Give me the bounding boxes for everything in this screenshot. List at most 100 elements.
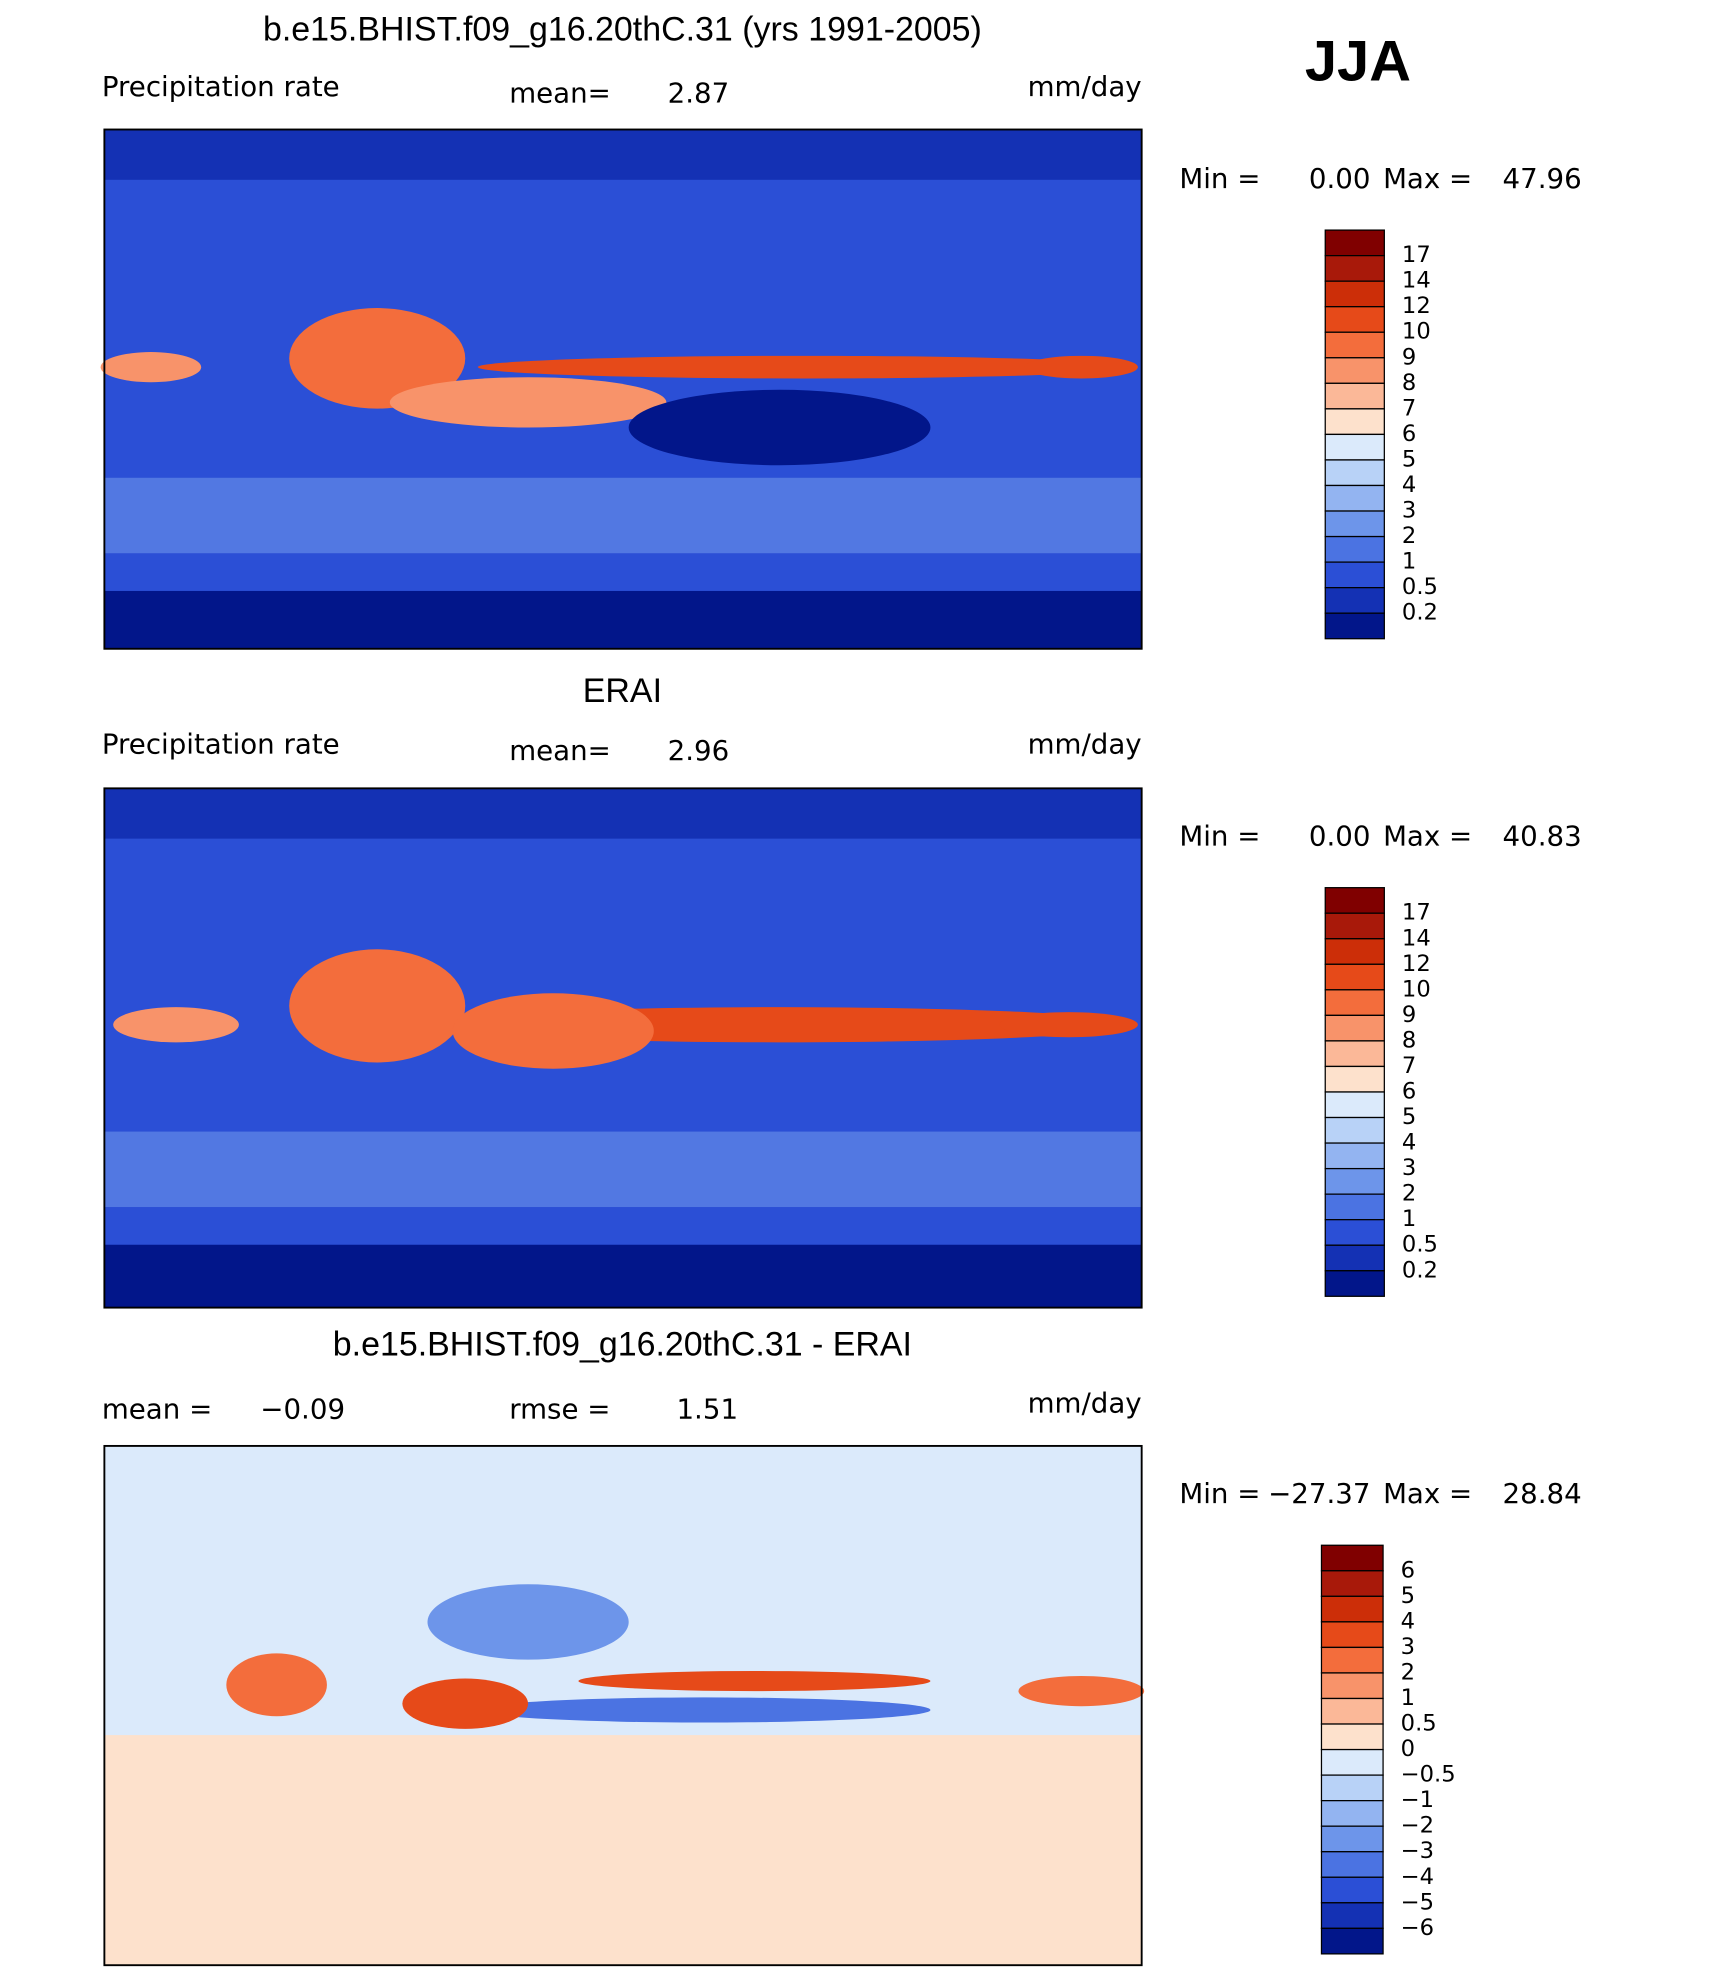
- colorbar-label: 14: [1402, 925, 1431, 951]
- colorbar-box: [1320, 1697, 1384, 1725]
- colorbar-box: [1320, 1646, 1384, 1674]
- max-value: 47.96: [1503, 162, 1582, 195]
- colorbar-box: [1324, 1142, 1385, 1170]
- stat-label: rmse =: [509, 1393, 610, 1426]
- colorbar-label: 5: [1402, 1104, 1416, 1130]
- min-value: 0.00: [1309, 819, 1371, 852]
- colorbar-label: 3: [1402, 1155, 1416, 1181]
- colorbar-box: [1324, 1193, 1385, 1221]
- colorbar-box: [1320, 1851, 1384, 1878]
- colorbar-label: 0.2: [1402, 600, 1438, 626]
- colorbar-label: 6: [1402, 1078, 1416, 1104]
- colorbar-box: [1324, 382, 1385, 410]
- colorbar-label: 1: [1401, 1685, 1415, 1711]
- colorbar-box: [1324, 1270, 1385, 1297]
- colorbar-box: [1324, 280, 1385, 308]
- colorbar-label: 6: [1402, 421, 1416, 447]
- colorbar-box: [1320, 1927, 1384, 1955]
- colorbar-label: 5: [1401, 1583, 1415, 1609]
- variable: Precipitation rate: [102, 70, 340, 103]
- colorbar-label: 4: [1401, 1608, 1415, 1634]
- min-label: Min =: [1179, 1477, 1260, 1510]
- stat-value: 2.87: [668, 76, 730, 109]
- colorbar-box: [1324, 989, 1385, 1016]
- colorbar-box: [1320, 1621, 1384, 1649]
- colorbar-label: 10: [1402, 319, 1431, 345]
- colorbar-box: [1324, 331, 1385, 359]
- map: [100, 128, 1143, 650]
- max-value: 40.83: [1503, 819, 1582, 852]
- colorbar-box: [1324, 1065, 1385, 1093]
- colorbar-box: [1324, 459, 1385, 487]
- colorbar-box: [1324, 561, 1385, 589]
- colorbar-box: [1320, 1748, 1384, 1776]
- colorbar-box: [1324, 535, 1385, 563]
- colorbar-box: [1324, 912, 1385, 940]
- colorbar-box: [1320, 1876, 1384, 1904]
- max-label: Max =: [1383, 162, 1472, 195]
- variable: Precipitation rate: [102, 728, 340, 761]
- colorbar-box: [1324, 1091, 1385, 1119]
- colorbar-label: −6: [1401, 1915, 1434, 1941]
- units: mm/day: [1028, 1386, 1142, 1419]
- colorbar-label: 7: [1402, 395, 1416, 421]
- colorbar-label: 17: [1402, 242, 1431, 268]
- colorbar-box: [1324, 612, 1385, 640]
- stat-value: 2.96: [668, 734, 730, 767]
- colorbar-box: [1320, 1800, 1384, 1827]
- colorbar-box: [1320, 1672, 1384, 1700]
- min-label: Min =: [1179, 162, 1260, 195]
- colorbar-label: 14: [1402, 268, 1431, 294]
- colorbar-label: 8: [1402, 370, 1416, 396]
- colorbar-label: 17: [1402, 900, 1431, 926]
- units: mm/day: [1028, 728, 1142, 761]
- colorbar-box: [1324, 306, 1385, 333]
- stat-label: mean=: [509, 734, 611, 767]
- colorbar-label: 12: [1402, 951, 1431, 977]
- colorbar-label: 12: [1402, 293, 1431, 319]
- stat-label: mean=: [509, 76, 611, 109]
- colorbar-box: [1324, 963, 1385, 991]
- colorbar-label: 1: [1402, 1206, 1416, 1232]
- colorbar-box: [1324, 887, 1385, 914]
- colorbar-box: [1324, 433, 1385, 461]
- colorbar-label: 0.5: [1401, 1711, 1437, 1737]
- season: JJA: [1305, 30, 1411, 94]
- stat-label: mean =: [102, 1393, 212, 1426]
- colorbar-label: 9: [1402, 344, 1416, 370]
- colorbar-label: 6: [1401, 1557, 1415, 1583]
- min-value: −27.37: [1268, 1477, 1370, 1510]
- colorbar-label: −4: [1401, 1864, 1434, 1890]
- stat-value: −0.09: [260, 1393, 345, 1426]
- stat-value: 1.51: [676, 1393, 738, 1426]
- colorbar-box: [1324, 1116, 1385, 1144]
- colorbar-label: 4: [1402, 472, 1416, 498]
- colorbar-box: [1324, 1167, 1385, 1195]
- colorbar-box: [1324, 938, 1385, 965]
- colorbar-label: 7: [1402, 1053, 1416, 1079]
- colorbar-label: 4: [1402, 1130, 1416, 1156]
- colorbar-box: [1320, 1825, 1384, 1853]
- colorbar-label: 0.2: [1402, 1257, 1438, 1283]
- colorbar-box: [1320, 1544, 1384, 1572]
- max-value: 28.84: [1503, 1477, 1582, 1510]
- colorbar-label: 2: [1402, 1181, 1416, 1207]
- colorbar-box: [1324, 1219, 1385, 1246]
- colorbar-label: 9: [1402, 1002, 1416, 1028]
- colorbar-box: [1324, 1014, 1385, 1042]
- map: [103, 1444, 1145, 1967]
- colorbar-box: [1320, 1902, 1384, 1929]
- colorbar-box: [1324, 408, 1385, 436]
- colorbar-label: 0.5: [1402, 1232, 1438, 1258]
- colorbar-box: [1324, 229, 1385, 257]
- colorbar-box: [1324, 357, 1385, 384]
- panel-title: ERAI: [583, 672, 662, 710]
- colorbar-box: [1324, 587, 1385, 614]
- panel-title: b.e15.BHIST.f09_g16.20thC.31 - ERAI: [333, 1326, 912, 1364]
- colorbar-label: 3: [1401, 1634, 1415, 1660]
- colorbar-label: 5: [1402, 446, 1416, 472]
- min-value: 0.00: [1309, 162, 1371, 195]
- colorbar-label: 2: [1402, 523, 1416, 549]
